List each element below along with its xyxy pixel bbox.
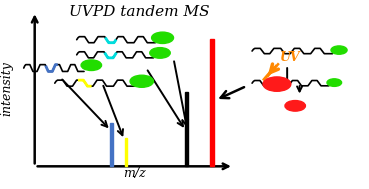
Circle shape <box>150 48 170 58</box>
Bar <box>184 92 188 166</box>
Circle shape <box>81 60 101 70</box>
Circle shape <box>152 32 173 43</box>
Text: m/z: m/z <box>123 167 146 180</box>
Text: intensity: intensity <box>1 61 14 116</box>
Circle shape <box>130 75 154 87</box>
Text: UVPD tandem MS: UVPD tandem MS <box>69 5 209 19</box>
Bar <box>125 138 128 166</box>
Circle shape <box>331 46 347 54</box>
Text: UV: UV <box>279 51 300 64</box>
Circle shape <box>327 79 342 86</box>
Circle shape <box>263 77 291 91</box>
Circle shape <box>285 101 306 111</box>
Bar <box>110 123 113 166</box>
Bar <box>210 39 214 166</box>
